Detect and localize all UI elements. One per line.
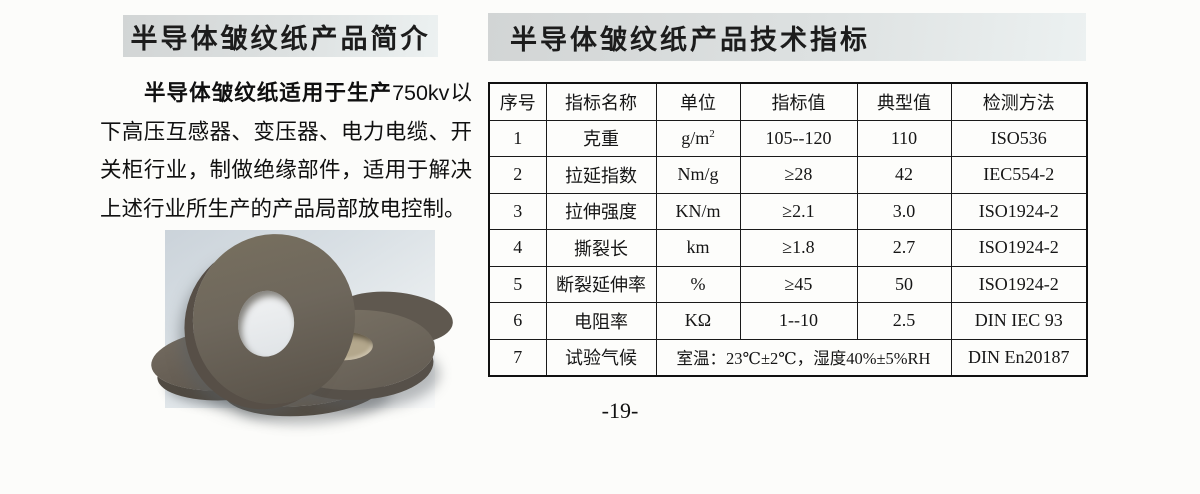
spec-table-header-cell: 指标名称 (545, 82, 657, 121)
spec-table-row: 7 试验气候 室温：23℃±2℃，湿度40%±5%RH DIN En20187 (488, 338, 1088, 377)
spec-table-head: 序号 指标名称 单位 指标值 典型值 检测方法 (488, 82, 1088, 121)
spec-table-cell: ISO536 (950, 119, 1088, 157)
spec-table-header-cell: 典型值 (856, 82, 952, 121)
page-number: -19- (601, 398, 639, 423)
spec-table-cell: ≥28 (739, 156, 858, 194)
spec-table-row: 1 克重 g/m2 105--120 110 ISO536 (488, 119, 1088, 157)
spec-table-cell: Nm/g (655, 156, 741, 194)
spec-table-row: 5 断裂延伸率% ≥45 50 ISO1924-2 (488, 265, 1088, 303)
spec-table-cell: 电阻率 (545, 302, 657, 340)
left-section-title-bar: 半导体皱纹纸产品简介 (123, 15, 438, 57)
spec-table-header-cell: 检测方法 (950, 82, 1088, 121)
spec-table-cell: 2 (488, 156, 547, 194)
spec-table-cell: ISO1924-2 (950, 229, 1088, 267)
intro-paragraph: 半导体皱纹纸适用于生产750kv以下高压互感器、变压器、电力电缆、开关柜行业，制… (100, 74, 472, 228)
spec-table-cell: 撕裂长 (545, 229, 657, 267)
spec-table-body: 1 克重 g/m2 105--120 110 ISO536 2 拉延指数 Nm/g ≥28 42 IE… (488, 119, 1088, 377)
paper-roll-hole-icon (234, 287, 298, 360)
spec-table-header-cell: 指标值 (739, 82, 858, 121)
spec-table-cell: km (655, 229, 741, 267)
spec-table-row: 2 拉延指数 Nm/g ≥28 42 IEC554-2 (488, 156, 1088, 194)
spec-table-cell: 克重 (545, 119, 657, 157)
spec-table-cell: ≥45 (739, 265, 858, 303)
right-section-title-bar: 半导体皱纹纸产品技术指标 (488, 13, 1086, 61)
spec-table-cell: g/m2 (655, 119, 741, 157)
intro-body-text: 750kv以下高压互感器、变压器、电力电缆、开关柜行业，制做绝缘部件，适用于解决… (100, 81, 472, 221)
spec-table-cell: 3.0 (856, 192, 952, 230)
spec-table-cell: 拉伸强度 (545, 192, 657, 230)
spec-table-cell: 拉延指数 (545, 156, 657, 194)
spec-table-cell: 7 (488, 338, 547, 377)
spec-table-cell: IEC554-2 (950, 156, 1088, 194)
spec-table-row: 3 拉伸强度 KN/m ≥2.1 3.0 ISO1924-2 (488, 192, 1088, 230)
spec-table-cell: 室温：23℃±2℃，湿度40%±5%RH (655, 338, 952, 377)
spec-table-header-row: 序号 指标名称 单位 指标值 典型值 检测方法 (488, 82, 1088, 121)
spec-table-cell: 3 (488, 192, 547, 230)
spec-table-cell: % (655, 265, 741, 303)
spec-table-row: 4 撕裂长 km ≥1.8 2.7 ISO1924-2 (488, 229, 1088, 267)
spec-table-cell: 断裂延伸率 (545, 265, 657, 303)
spec-table-cell: KN/m (655, 192, 741, 230)
spec-table-cell: KΩ (655, 302, 741, 340)
left-section-title: 半导体皱纹纸产品简介 (130, 23, 431, 54)
spec-table-cell: 105--120 (739, 119, 858, 157)
spec-table-cell: DIN IEC 93 (950, 302, 1088, 340)
spec-table-cell: 2.7 (856, 229, 952, 267)
spec-table-cell: 1 (488, 119, 547, 157)
spec-table-cell: ≥2.1 (739, 192, 858, 230)
spec-table: 序号 指标名称 单位 指标值 典型值 检测方法 1 克重 g/m2 105--120 110 ISO… (488, 82, 1088, 377)
spec-table-cell: 6 (488, 302, 547, 340)
spec-table-cell: 试验气候 (545, 338, 657, 377)
spec-table-cell: 50 (856, 265, 952, 303)
spec-table-cell: ISO1924-2 (950, 192, 1088, 230)
spec-table-header-cell: 序号 (488, 82, 547, 121)
spec-table-row: 6 电阻率 KΩ 1--10 2.5 DIN IEC 93 (488, 302, 1088, 340)
spec-table-cell: 110 (856, 119, 952, 157)
spec-table-cell: DIN En20187 (950, 338, 1088, 377)
spec-table-cell: 5 (488, 265, 547, 303)
spec-table-cell: 42 (856, 156, 952, 194)
spec-table-cell: ≥1.8 (739, 229, 858, 267)
spec-table-cell: 4 (488, 229, 547, 267)
spec-table-cell: ISO1924-2 (950, 265, 1088, 303)
spec-table-cell: 2.5 (856, 302, 952, 340)
spec-table-cell: 1--10 (739, 302, 858, 340)
product-photo (148, 221, 456, 417)
right-section-title: 半导体皱纹纸产品技术指标 (510, 24, 870, 55)
spec-table-header-cell: 单位 (655, 82, 741, 121)
intro-lead-text: 半导体皱纹纸适用于生产 (144, 81, 393, 105)
